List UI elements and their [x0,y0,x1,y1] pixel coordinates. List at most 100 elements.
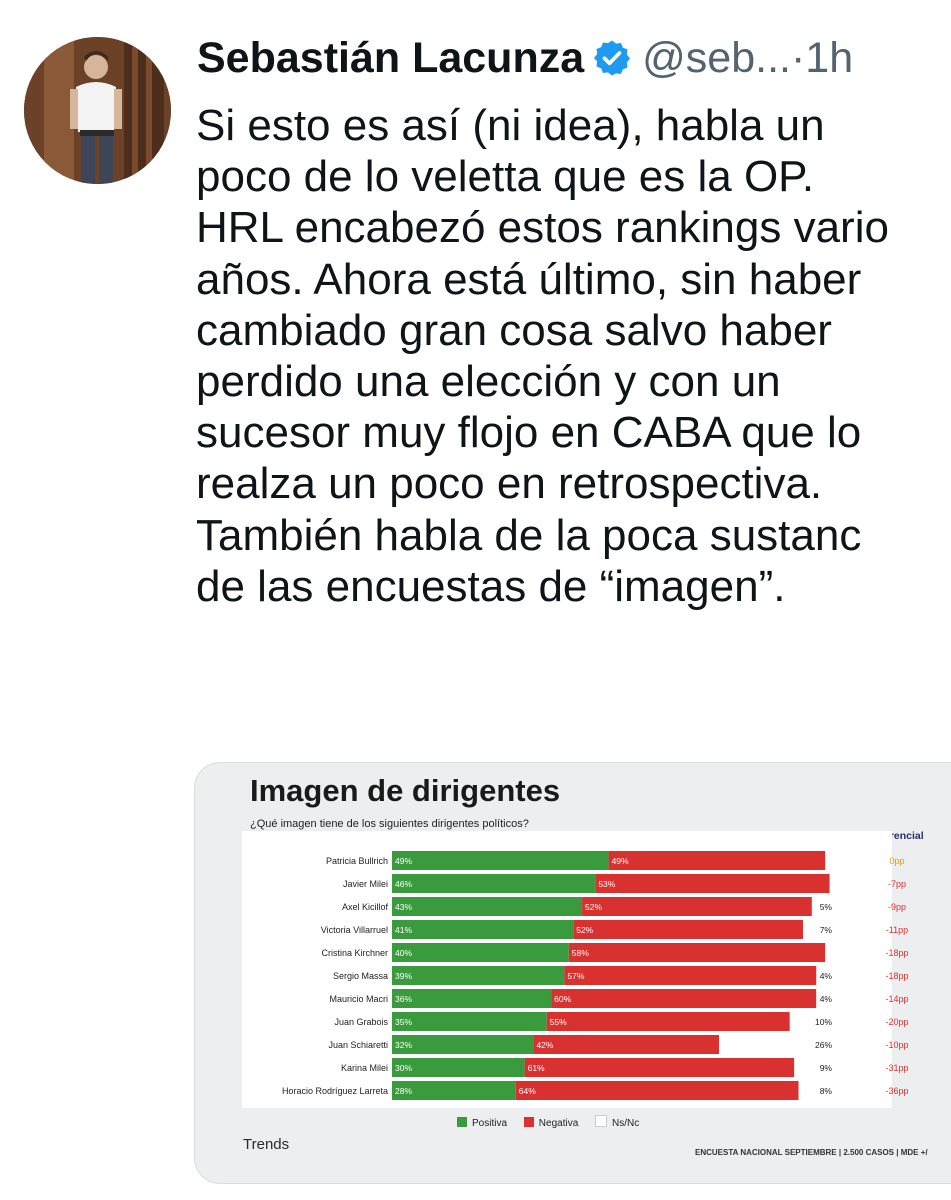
bar-label-negativa: 52% [576,925,593,935]
diferencial-value: -36pp [885,1086,908,1096]
category-label: Juan Grabois [334,1017,388,1027]
bar-negativa [573,920,804,939]
bar-label-nsnc: 4% [820,994,833,1004]
tweet-media-image[interactable]: Imagen de dirigentes ¿Qué imagen tiene d… [194,762,951,1184]
bar-label-positiva: 41% [395,925,412,935]
category-label: Karina Milei [341,1063,388,1073]
tweet-text-line: sucesor muy flojo en CABA que lo [196,408,862,458]
bar-positiva [392,1058,525,1077]
diferencial-value: -20pp [885,1017,908,1027]
bar-positiva [392,989,552,1008]
separator-dot: · [790,34,806,82]
bar-label-positiva: 28% [395,1086,412,1096]
diferencial-value: -11pp [886,925,908,935]
bar-label-nsnc: 4% [820,971,833,981]
tweet-text-line: También habla de la poca sustanc [196,510,862,560]
bar-negativa [533,1035,720,1054]
bar-positiva [392,897,583,916]
bar-label-positiva: 39% [395,971,412,981]
bar-nsnc [789,1012,834,1031]
author-avatar[interactable] [24,37,171,184]
legend-swatch-negativa [523,1117,534,1127]
avatar-photo [24,37,171,184]
bar-label-negativa: 49% [612,856,629,866]
diferencial-value: -9pp [888,902,906,912]
diferencial-value: -31pp [885,1063,908,1073]
bar-negativa [515,1081,799,1100]
category-label: Horacio Rodríguez Larreta [282,1086,388,1096]
category-label: Juan Schiaretti [328,1040,388,1050]
bar-label-positiva: 30% [395,1063,412,1073]
diferencial-value: -18pp [885,948,908,958]
bar-label-nsnc: 10% [815,1017,832,1027]
bar-label-positiva: 32% [395,1040,412,1050]
bar-label-nsnc: 8% [820,1086,833,1096]
category-label: Victoria Villarruel [321,925,388,935]
bar-negativa [582,897,812,916]
tweet-text-line: HRL encabezó estos rankings vario [196,203,889,253]
tweet-text-line: realza un poco en retrospectiva. [196,459,823,509]
bar-nsnc [794,1058,834,1077]
bar-label-positiva: 35% [395,1017,412,1027]
bar-positiva [392,966,565,985]
chart-plot: Patricia Bullrich 49% 49% 0pp Javier Milei 46… [242,831,909,1108]
tweet-header: Sebastián Lacunza @seb...·1h [197,28,951,88]
bar-negativa [546,1012,790,1031]
bar-label-nsnc: 9% [820,1063,833,1073]
bar-negativa [551,989,817,1008]
bar-label-negativa: 60% [554,994,571,1004]
diferencial-value: -14pp [885,994,908,1004]
legend-label-nsnc: Ns/Nc [612,1118,640,1129]
legend-item-nsnc: Ns/Nc [595,1115,640,1129]
bar-nsnc [803,920,834,939]
bar-positiva [392,1035,534,1054]
tweet-text-line: cambiado gran cosa salvo haber [196,305,832,355]
bar-label-negativa: 64% [519,1086,536,1096]
author-handle[interactable]: @seb... [642,34,791,82]
bar-label-nsnc: 26% [815,1040,832,1050]
legend-item-positiva: Positiva [457,1117,508,1129]
bar-label-negativa: 61% [528,1063,545,1073]
tweet-text-line: poco de lo veletta que es la OP. [196,152,815,202]
bar-label-positiva: 43% [395,902,412,912]
category-label: Axel Kicillof [342,902,389,912]
tweet-text-line: perdido una elección y con un [196,357,781,407]
legend-label-negativa: Negativa [538,1118,579,1129]
chart-legend: Positiva Negativa Ns/Nc [457,1115,653,1129]
bar-negativa [595,874,830,893]
tweet-text: Si esto es así (ni idea), habla un poco … [196,100,951,612]
bar-nsnc [811,897,834,916]
bar-label-positiva: 46% [395,879,412,889]
chart-brand: Trends [243,1136,290,1153]
bar-negativa [608,851,826,870]
bar-positiva [392,874,596,893]
bar-nsnc [816,989,834,1008]
tweet-text-line: años. Ahora está último, sin haber [196,254,862,304]
bar-negativa [564,966,817,985]
bar-label-negativa: 52% [585,902,602,912]
verified-badge-icon [592,34,632,76]
diferencial-value: 0pp [889,856,904,866]
bar-positiva [392,851,609,870]
legend-label-positiva: Positiva [472,1118,508,1129]
bar-negativa [524,1058,795,1077]
bar-nsnc [798,1081,834,1100]
tweet-text-line: de las encuestas de “imagen”. [196,561,786,611]
bar-positiva [392,1012,547,1031]
bar-nsnc [719,1035,834,1054]
author-name[interactable]: Sebastián Lacunza [197,34,585,82]
legend-item-negativa: Negativa [523,1117,579,1129]
bar-nsnc [816,966,834,985]
bar-label-positiva: 40% [395,948,412,958]
bar-label-negativa: 55% [550,1017,567,1027]
bar-label-nsnc: 5% [820,902,833,912]
bar-label-positiva: 49% [395,856,412,866]
tweet-timestamp[interactable]: 1h [805,34,854,82]
category-label: Javier Milei [343,879,388,889]
chart-subtitle: ¿Qué imagen tiene de los siguientes diri… [250,818,529,830]
tweet-text-line: Si esto es así (ni idea), habla un [196,101,825,150]
category-label: Mauricio Macri [329,994,388,1004]
diferencial-value: -10pp [885,1040,908,1050]
chart-title: Imagen de dirigentes [250,773,561,808]
bar-label-negativa: 57% [567,971,584,981]
